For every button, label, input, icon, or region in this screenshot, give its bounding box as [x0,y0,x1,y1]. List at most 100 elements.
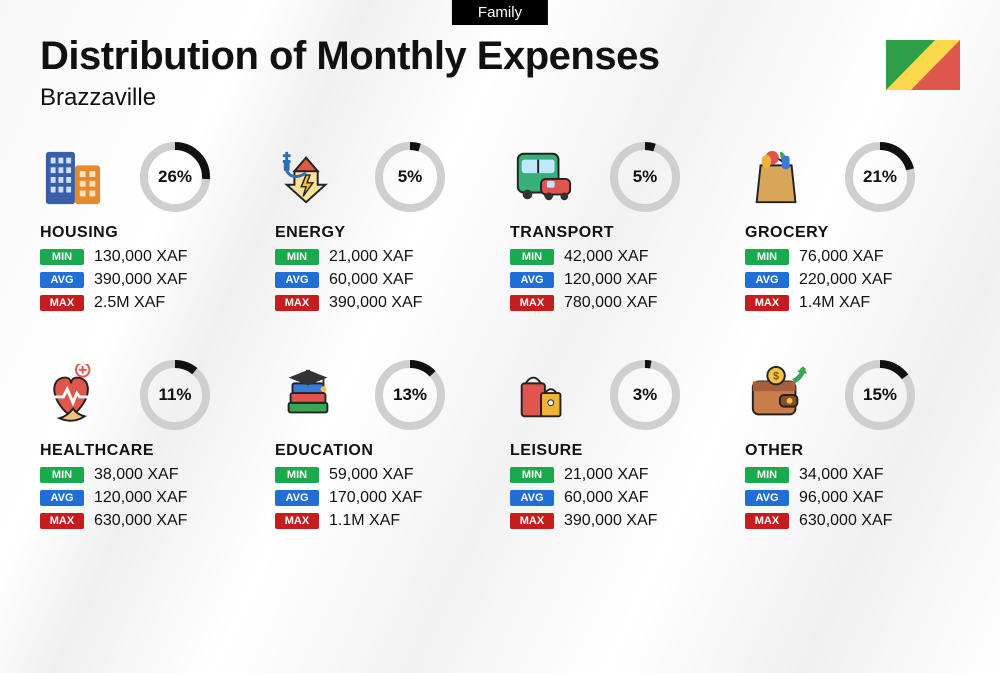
min-value: 21,000 XAF [329,248,414,266]
category-name: OTHER [745,442,960,460]
stat-row-max: MAX 780,000 XAF [510,294,725,312]
max-tag: MAX [275,513,319,529]
percent-label: 5% [610,142,680,212]
min-value: 130,000 XAF [94,248,187,266]
min-tag: MIN [745,249,789,265]
percent-ring: 3% [610,360,680,430]
percent-label: 3% [610,360,680,430]
stat-row-min: MIN 38,000 XAF [40,466,255,484]
health-icon [40,359,126,431]
percent-ring: 26% [140,142,210,212]
category-card-education: 13% EDUCATION MIN 59,000 XAF AVG 170,000… [275,358,490,530]
max-value: 630,000 XAF [799,512,892,530]
max-value: 390,000 XAF [329,294,422,312]
page-subtitle: Brazzaville [40,84,156,112]
stat-row-avg: AVG 96,000 XAF [745,489,960,507]
avg-value: 220,000 XAF [799,271,892,289]
stat-row-avg: AVG 120,000 XAF [510,271,725,289]
bus-icon [510,141,596,213]
stat-row-max: MAX 390,000 XAF [510,512,725,530]
min-tag: MIN [40,249,84,265]
category-name: EDUCATION [275,442,490,460]
stat-row-max: MAX 1.4M XAF [745,294,960,312]
percent-ring: 21% [845,142,915,212]
stat-row-min: MIN 21,000 XAF [510,466,725,484]
percent-ring: 13% [375,360,445,430]
stat-row-min: MIN 42,000 XAF [510,248,725,266]
category-card-transport: 5% TRANSPORT MIN 42,000 XAF AVG 120,000 … [510,140,725,312]
min-value: 76,000 XAF [799,248,884,266]
stat-row-min: MIN 34,000 XAF [745,466,960,484]
min-tag: MIN [275,467,319,483]
percent-label: 11% [140,360,210,430]
category-card-healthcare: 11% HEALTHCARE MIN 38,000 XAF AVG 120,00… [40,358,255,530]
stat-row-max: MAX 1.1M XAF [275,512,490,530]
avg-tag: AVG [510,272,554,288]
avg-value: 60,000 XAF [329,271,414,289]
avg-tag: AVG [275,490,319,506]
category-name: TRANSPORT [510,224,725,242]
min-value: 42,000 XAF [564,248,649,266]
min-value: 59,000 XAF [329,466,414,484]
min-value: 21,000 XAF [564,466,649,484]
avg-value: 60,000 XAF [564,489,649,507]
percent-ring: 15% [845,360,915,430]
country-flag [886,40,960,90]
category-card-grocery: 21% GROCERY MIN 76,000 XAF AVG 220,000 X… [745,140,960,312]
max-tag: MAX [510,295,554,311]
max-tag: MAX [275,295,319,311]
percent-ring: 11% [140,360,210,430]
category-card-energy: 5% ENERGY MIN 21,000 XAF AVG 60,000 XAF … [275,140,490,312]
stat-row-avg: AVG 170,000 XAF [275,489,490,507]
percent-label: 15% [845,360,915,430]
stat-row-max: MAX 630,000 XAF [40,512,255,530]
category-name: LEISURE [510,442,725,460]
max-tag: MAX [40,513,84,529]
stat-row-max: MAX 390,000 XAF [275,294,490,312]
category-name: HEALTHCARE [40,442,255,460]
max-value: 390,000 XAF [564,512,657,530]
stat-row-min: MIN 59,000 XAF [275,466,490,484]
min-tag: MIN [745,467,789,483]
header-tag: Family [452,0,548,25]
avg-value: 120,000 XAF [564,271,657,289]
avg-tag: AVG [275,272,319,288]
category-name: HOUSING [40,224,255,242]
percent-label: 5% [375,142,445,212]
min-tag: MIN [275,249,319,265]
education-icon [275,359,361,431]
max-value: 780,000 XAF [564,294,657,312]
max-tag: MAX [40,295,84,311]
percent-label: 26% [140,142,210,212]
stat-row-min: MIN 76,000 XAF [745,248,960,266]
min-tag: MIN [510,249,554,265]
building-icon [40,141,126,213]
avg-tag: AVG [40,490,84,506]
max-tag: MAX [745,513,789,529]
avg-tag: AVG [40,272,84,288]
wallet-icon [745,359,831,431]
stat-row-min: MIN 21,000 XAF [275,248,490,266]
stat-row-avg: AVG 220,000 XAF [745,271,960,289]
max-value: 1.1M XAF [329,512,400,530]
stat-row-avg: AVG 390,000 XAF [40,271,255,289]
min-tag: MIN [510,467,554,483]
stat-row-avg: AVG 60,000 XAF [510,489,725,507]
category-name: GROCERY [745,224,960,242]
max-tag: MAX [510,513,554,529]
percent-ring: 5% [375,142,445,212]
min-value: 38,000 XAF [94,466,179,484]
category-grid: 26% HOUSING MIN 130,000 XAF AVG 390,000 … [40,140,960,530]
avg-tag: AVG [510,490,554,506]
avg-tag: AVG [745,490,789,506]
percent-label: 13% [375,360,445,430]
avg-value: 120,000 XAF [94,489,187,507]
max-value: 1.4M XAF [799,294,870,312]
stat-row-min: MIN 130,000 XAF [40,248,255,266]
avg-value: 96,000 XAF [799,489,884,507]
min-tag: MIN [40,467,84,483]
stat-row-avg: AVG 60,000 XAF [275,271,490,289]
energy-icon [275,141,361,213]
grocery-icon [745,141,831,213]
stat-row-avg: AVG 120,000 XAF [40,489,255,507]
